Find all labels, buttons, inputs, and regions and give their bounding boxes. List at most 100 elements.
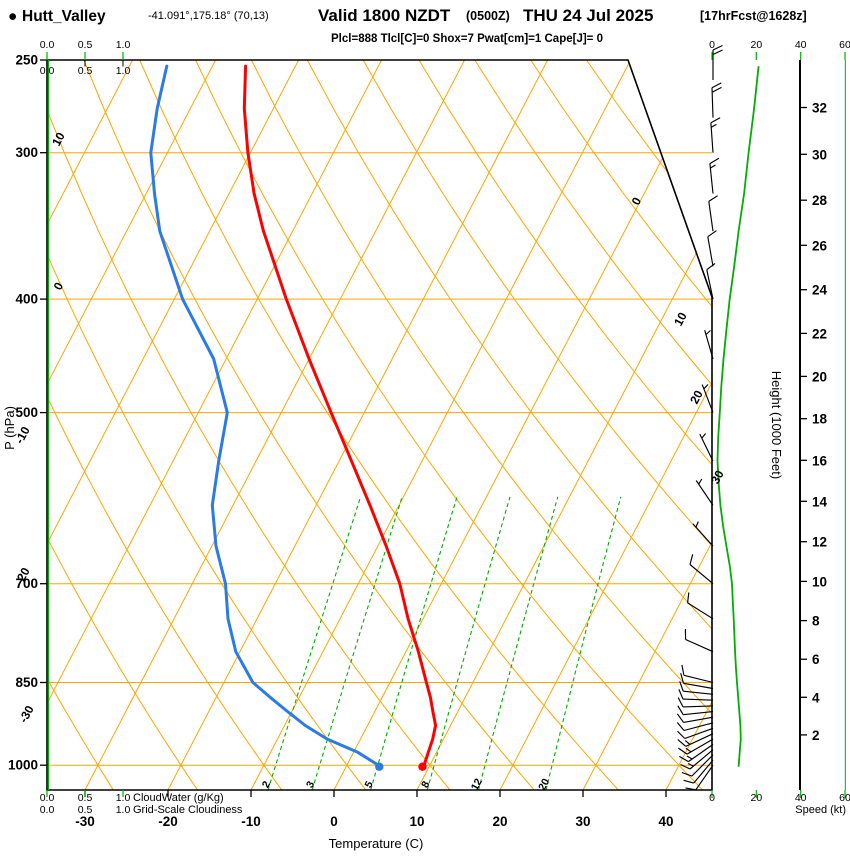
wind-barb-shaft — [709, 163, 714, 194]
height-tick-label: 2 — [812, 728, 820, 743]
isotherm-label: 30 — [708, 468, 727, 487]
pressure-axis-title: P (hPa) — [2, 406, 17, 450]
wind-barb-full — [680, 672, 685, 684]
cloudwater-tick-label: 0.0 — [40, 39, 55, 51]
cloudiness-tick-label: 0.0 — [40, 65, 55, 77]
wind-barb-full — [676, 730, 686, 739]
pressure-tick-label: 1000 — [8, 758, 38, 773]
wind-barb-full — [676, 722, 685, 731]
height-tick-label: 14 — [812, 494, 828, 509]
wind-barb-full — [710, 117, 721, 124]
height-tick-label: 6 — [812, 652, 820, 667]
wind-barb-full — [680, 763, 691, 770]
mixing-ratio-label: 2 — [260, 779, 273, 790]
cloudiness-tick-label: 0.5 — [78, 804, 93, 816]
wind-barb-shaft — [691, 754, 714, 777]
isotherm-line — [582, 60, 712, 790]
valid-time-label: Valid 1800 NZDT — [318, 6, 451, 25]
wind-barb-shaft — [695, 480, 714, 506]
mixing-ratio-label: 8 — [419, 779, 432, 790]
speed-axis-title: Speed (kt) — [795, 804, 846, 816]
wind-barb-shaft — [689, 564, 714, 585]
wind-barb-shaft — [710, 122, 714, 153]
mixing-ratio-line — [426, 496, 511, 790]
isotherm-line — [167, 60, 549, 790]
pressure-tick-label: 250 — [15, 53, 38, 68]
wind-barb-full — [681, 771, 692, 777]
wind-barb-half — [710, 123, 717, 128]
mixing-ratio-label: 12 — [469, 776, 485, 792]
pressure-gridlines — [47, 152, 712, 766]
wind-barb-shaft — [695, 764, 714, 791]
wind-barb-half — [684, 740, 691, 745]
wind-barb-full — [677, 697, 684, 708]
temperature-axis-title: Temperature (C) — [329, 836, 424, 851]
isotherm-line — [499, 60, 712, 790]
wind-barb-shaft — [707, 236, 714, 267]
speed-tick-label: 40 — [795, 792, 807, 804]
wind-barb-half — [686, 755, 693, 760]
wind-barb-shaft — [706, 269, 714, 300]
surface-temperature-dot — [418, 762, 427, 771]
wind-barb-full — [711, 86, 722, 93]
wind-barb-full — [689, 554, 694, 565]
isotherm-line — [333, 60, 712, 790]
stability-params: Plcl=888 Tlcl[C]=0 Shox=7 Pwat[cm]=1 Cap… — [331, 33, 603, 45]
dry-adiabat-label: 0 — [51, 280, 67, 293]
dry-adiabat-line — [195, 60, 703, 790]
wind-barb-full — [679, 681, 684, 692]
dry-adiabat-label: 10 — [49, 130, 68, 149]
isotherm-label: 0 — [629, 195, 645, 208]
wind-barb-shaft — [708, 201, 714, 232]
speed-tick-label: 20 — [750, 792, 762, 804]
wind-barb-shaft — [687, 602, 714, 620]
temperature-tick-label: 20 — [492, 814, 507, 829]
wind-barb-full — [683, 779, 694, 784]
wind-barb-shaft — [692, 523, 714, 547]
wind-barb-shaft — [682, 705, 714, 708]
wind-barb-full — [708, 195, 718, 202]
valid-date-label: THU 24 Jul 2025 — [523, 6, 653, 25]
wind-barb-full — [687, 592, 690, 603]
cloudiness-label: Grid-Scale Cloudiness — [133, 804, 243, 816]
wind-barb-half — [705, 330, 711, 335]
isotherm-line — [416, 60, 712, 790]
dry-adiabat-line — [47, 60, 198, 790]
dry-adiabat-line — [306, 60, 712, 790]
pressure-tick-label: 500 — [15, 405, 38, 420]
wind-barbs — [676, 44, 723, 791]
wind-barb-half — [695, 521, 699, 528]
temperature-tick-label: 10 — [409, 814, 424, 829]
height-tick-label: 8 — [812, 614, 820, 629]
isotherm-line — [47, 60, 134, 790]
isotherm-line — [47, 60, 300, 790]
height-tick-label: 12 — [812, 535, 827, 550]
plot-frame — [46, 59, 713, 791]
cloudwater-tick-label: 1.0 — [116, 39, 131, 51]
wind-barb-full — [685, 787, 696, 791]
wind-barb-full — [676, 713, 684, 723]
wind-barb-full — [678, 689, 684, 700]
wind-barb-shaft — [685, 638, 714, 653]
dry-adiabat-line — [474, 60, 712, 790]
wind-barb-shaft — [683, 682, 714, 690]
temperature-tick-label: 0 — [330, 814, 338, 829]
pressure-tick-label: 850 — [15, 675, 38, 690]
wind-barb-shaft — [683, 722, 714, 732]
wind-barb-half — [710, 164, 716, 169]
temperature-tick-label: -30 — [75, 814, 95, 829]
wind-barb-full — [678, 747, 688, 755]
pressure-tick-label: 400 — [15, 292, 38, 307]
wind-speed-profile — [716, 66, 760, 767]
speed-tick-label: 0 — [709, 39, 715, 51]
wind-barb-full — [677, 739, 687, 747]
wind-barb-shaft — [689, 749, 714, 770]
cloudwater-tick-label: 1.0 — [116, 792, 131, 804]
speed-tick-label: 60 — [839, 39, 850, 51]
wind-barb-shaft — [711, 87, 714, 118]
wind-barb-shaft — [704, 330, 714, 360]
dry-adiabat-line — [47, 60, 283, 790]
cloudiness-tick-label: 0.5 — [78, 65, 93, 77]
